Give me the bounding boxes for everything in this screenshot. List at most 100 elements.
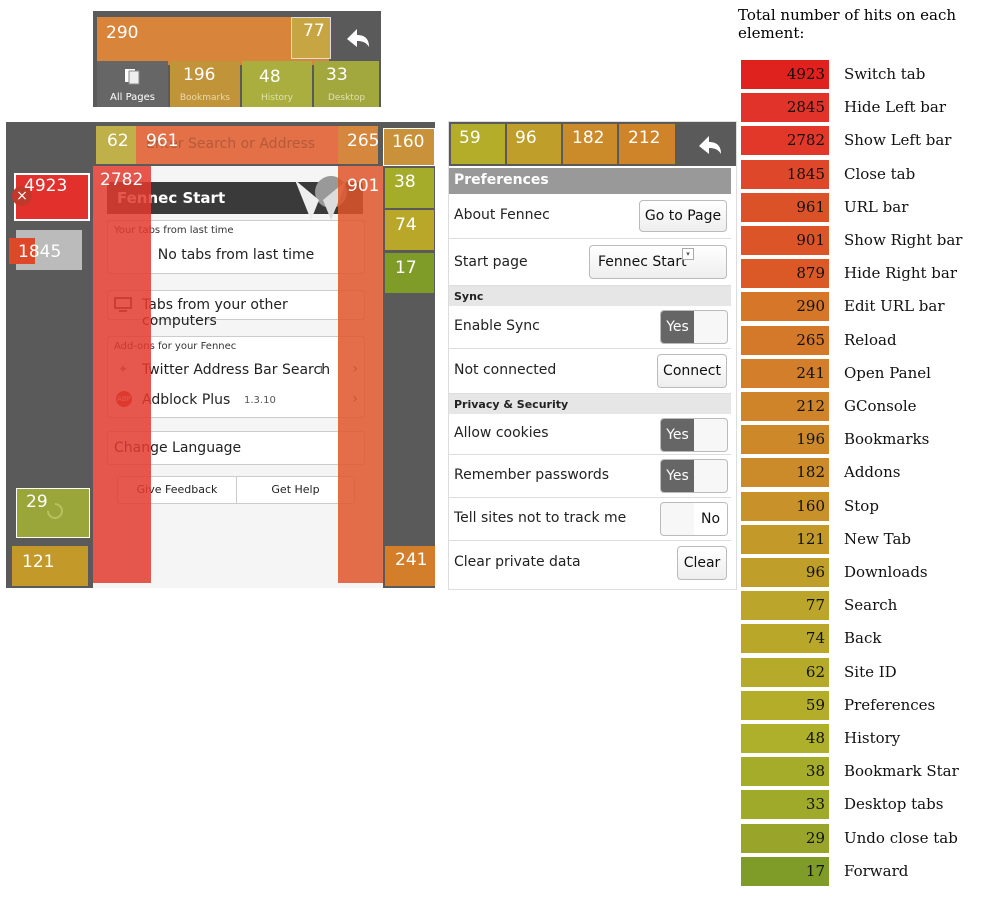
allow-cookies-toggle[interactable]: Yes [660, 418, 728, 452]
close-tab-icon[interactable]: × [12, 186, 32, 206]
legend-row: 59 Preferences [741, 690, 991, 720]
pref-allow-cookies: Allow cookies Yes [449, 414, 731, 455]
legend-label: Show Right bar [844, 231, 963, 249]
legend-label: URL bar [844, 197, 909, 216]
get-help-button[interactable]: Get Help [271, 483, 320, 496]
legend-row: 265 Reload [741, 325, 991, 355]
tab-desktop-label: Desktop [327, 93, 366, 103]
forward-button[interactable] [385, 253, 434, 293]
url-bar[interactable]: Enter Search or Address [136, 126, 378, 164]
remember-passwords-value: Yes [661, 460, 694, 492]
legend-value: 241 [796, 363, 825, 382]
legend-swatch: 879 [741, 259, 829, 289]
edit-url-bar[interactable] [97, 17, 329, 65]
legend-row: 1845 Close tab [741, 159, 991, 189]
remember-passwords-label: Remember passwords [454, 467, 610, 483]
legend-value: 48 [805, 729, 825, 747]
legend-row: 160 Stop [741, 491, 991, 521]
go-to-page-button[interactable]: Go to Page [639, 200, 727, 232]
tab-all-pages[interactable]: All Pages [97, 61, 168, 107]
tab-desktop[interactable]: Desktop [314, 61, 379, 107]
back-button[interactable] [385, 210, 434, 250]
tab-history[interactable]: History [242, 61, 312, 107]
hit-count-stop: 160 [392, 132, 425, 152]
legend-label: Switch tab [844, 65, 926, 83]
legend-value: 901 [796, 231, 825, 249]
hit-count-downloads: 96 [515, 128, 537, 148]
legend-row: 961 URL bar [741, 192, 991, 222]
do-not-track-toggle[interactable]: No [660, 502, 728, 536]
legend-label: Close tab [844, 164, 916, 183]
addon-adblock-name: Adblock Plus [142, 392, 231, 408]
back-arrow-icon[interactable] [333, 19, 379, 59]
remember-passwords-toggle[interactable]: Yes [660, 459, 728, 493]
legend-label: Downloads [844, 563, 928, 581]
connect-button[interactable]: Connect [657, 354, 727, 388]
preferences-title: Preferences [454, 172, 549, 188]
addons-button[interactable] [563, 124, 617, 164]
legend-label: Bookmarks [844, 430, 930, 449]
new-tab-button[interactable] [12, 546, 88, 586]
pref-remember-passwords: Remember passwords Yes [449, 455, 731, 498]
close-tab-button[interactable] [9, 238, 35, 264]
legend-label: Hide Left bar [844, 98, 947, 117]
show-left-bar-overlay[interactable] [93, 166, 151, 583]
hit-count-preferences: 59 [459, 128, 481, 148]
start-page-select[interactable]: Fennec Start ▾ [589, 245, 727, 279]
legend-label: Reload [844, 330, 897, 349]
legend-row: 121 New Tab [741, 524, 991, 554]
preferences-header: Preferences [449, 168, 731, 194]
legend-swatch: 2845 [741, 93, 829, 123]
legend-value: 2782 [786, 131, 825, 150]
hit-count-site-id: 62 [107, 131, 129, 151]
site-id-button[interactable] [96, 126, 136, 164]
undo-icon [47, 503, 63, 519]
legend-swatch: 48 [741, 724, 829, 753]
other-computers-label: Tabs from your other computers [142, 297, 288, 329]
do-not-track-label: Tell sites not to track me [454, 510, 627, 526]
legend-row: 77 Search [741, 591, 991, 621]
undo-close-tab-button[interactable] [16, 488, 90, 538]
legend-value: 121 [796, 529, 825, 548]
about-label: About Fennec [454, 207, 550, 223]
enable-sync-toggle[interactable]: Yes [660, 310, 728, 344]
bookmark-star-button[interactable] [385, 168, 434, 208]
legend-value: 33 [805, 795, 825, 814]
legend-row: 4923 Switch tab [741, 60, 991, 89]
hit-count-show-right: 901 [347, 176, 380, 196]
preferences-button[interactable] [451, 124, 505, 164]
search-button[interactable] [291, 17, 331, 59]
hit-count-url-bar: 961 [146, 131, 179, 151]
stop-button[interactable] [383, 128, 435, 166]
legend-label: Back [844, 629, 882, 648]
legend-label: Forward [844, 861, 909, 880]
legend-value: 1845 [786, 164, 825, 183]
back-arrow-icon[interactable] [685, 128, 731, 164]
gconsole-button[interactable] [619, 124, 675, 164]
legend-swatch: 182 [741, 458, 829, 488]
not-connected-label: Not connected [454, 362, 557, 378]
legend-value: 212 [796, 397, 825, 415]
addons-section-title: Add-ons for your Fennec [114, 341, 237, 352]
legend-swatch: 96 [741, 558, 829, 587]
give-feedback-button[interactable]: Give Feedback [136, 483, 218, 496]
downloads-button[interactable] [507, 124, 561, 164]
legend-row: 29 Undo close tab [741, 823, 991, 853]
tabs-last-time-section: Your tabs from last time [114, 225, 234, 236]
legend-swatch: 901 [741, 226, 829, 255]
pref-about: About Fennec Go to Page [449, 194, 731, 239]
legend-value: 29 [805, 828, 825, 847]
legend-row: 290 Edit URL bar [741, 292, 991, 322]
pref-not-connected: Not connected Connect [449, 349, 731, 394]
open-panel-button[interactable] [385, 546, 435, 586]
legend-swatch: 2782 [741, 126, 829, 156]
clear-button[interactable]: Clear [677, 546, 727, 580]
hit-count-bookmarks: 196 [183, 65, 216, 85]
tab-bookmarks[interactable]: Bookmarks [170, 61, 240, 107]
legend-swatch: 121 [741, 524, 829, 554]
reload-button[interactable] [338, 126, 378, 164]
legend-value: 62 [805, 662, 825, 681]
show-right-bar-overlay[interactable] [338, 166, 383, 583]
legend-value: 182 [796, 463, 825, 482]
legend-swatch: 290 [741, 292, 829, 322]
